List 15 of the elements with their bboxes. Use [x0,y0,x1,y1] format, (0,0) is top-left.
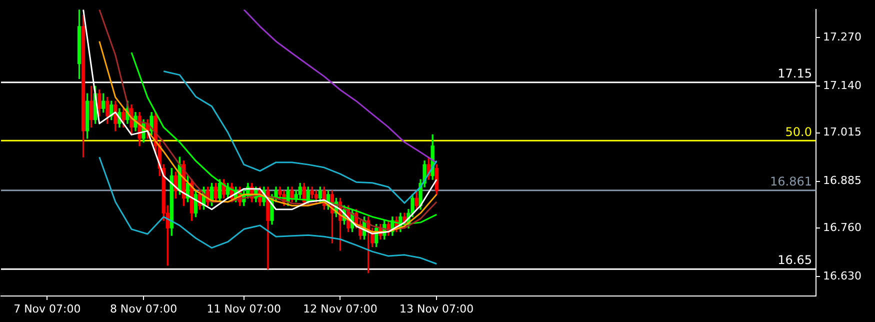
x-tick-label: 11 Nov 07:00 [206,302,281,316]
x-tick-label: 13 Nov 07:00 [400,302,474,316]
ref-line-label: 17.15 [778,66,812,81]
y-tick-label: 16.630 [823,269,862,282]
x-tick-label: 8 Nov 07:00 [110,302,178,316]
ref-line-label: 16.861 [770,174,812,188]
annotation: 50.0 [785,124,812,139]
y-tick-label: 17.015 [823,126,862,139]
ref-line-label: 16.65 [778,253,812,268]
y-tick-label: 17.140 [823,79,862,92]
y-tick-label: 16.885 [823,174,862,188]
x-tick-label: 12 Nov 07:00 [303,302,378,316]
y-tick-label: 17.270 [823,30,862,44]
y-tick-label: 16.760 [823,220,862,234]
x-tick-label: 7 Nov 07:00 [14,302,81,316]
